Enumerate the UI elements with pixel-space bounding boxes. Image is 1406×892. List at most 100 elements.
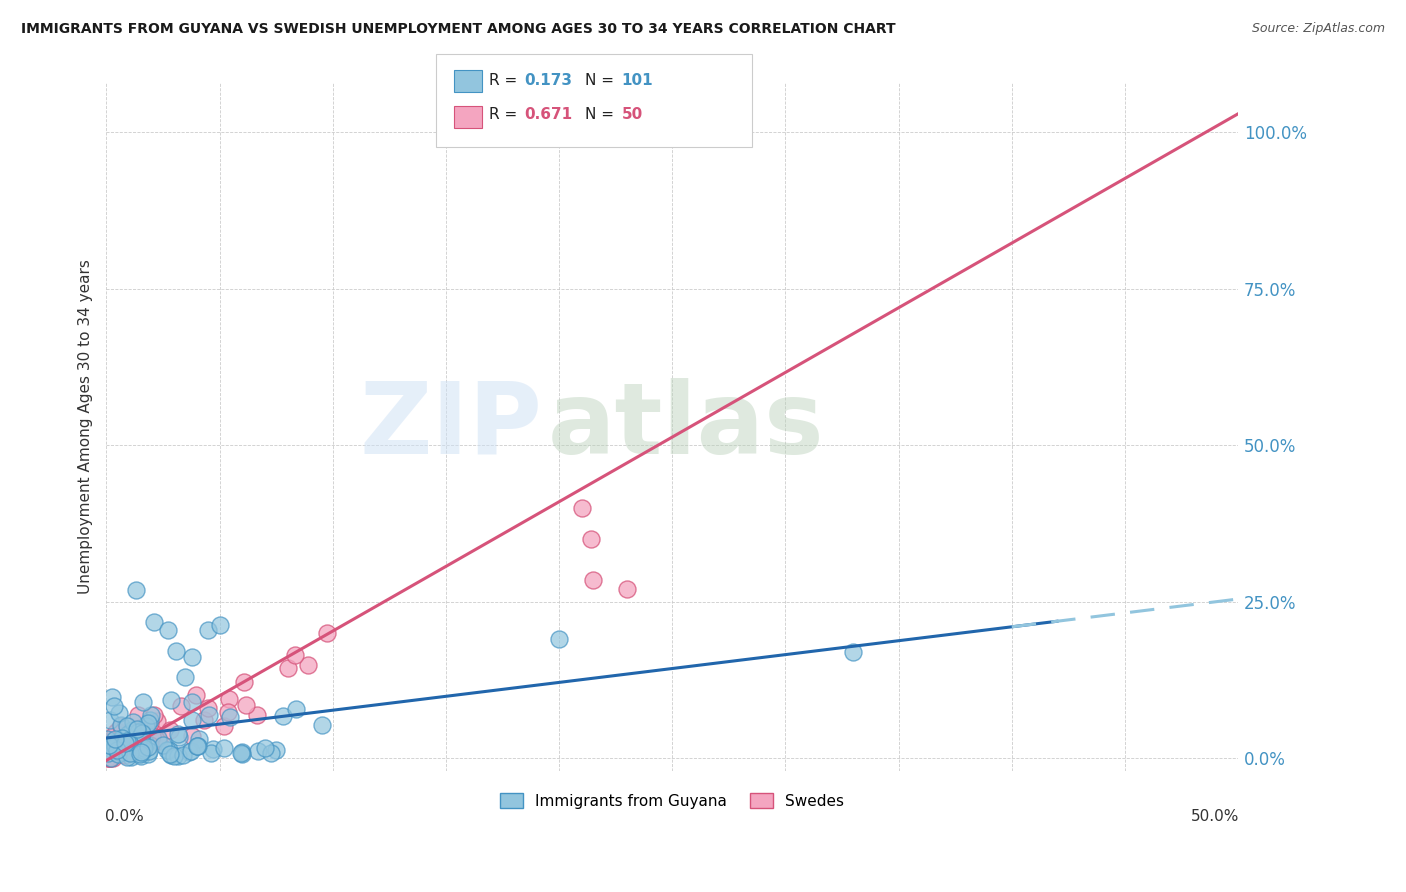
Point <box>316 626 339 640</box>
Point <box>159 723 181 737</box>
Point <box>127 724 149 739</box>
Point <box>135 719 157 733</box>
Point <box>146 714 169 728</box>
Text: 0.0%: 0.0% <box>105 808 143 823</box>
Point <box>101 751 124 765</box>
Point <box>186 739 208 754</box>
Point <box>277 661 299 675</box>
Point <box>114 736 136 750</box>
Point <box>132 740 155 755</box>
Point <box>117 727 139 741</box>
Point <box>167 730 190 744</box>
Point <box>167 727 190 741</box>
Text: ZIP: ZIP <box>360 378 543 475</box>
Point <box>184 688 207 702</box>
Point <box>285 702 308 716</box>
Text: 50: 50 <box>621 107 643 121</box>
Point <box>581 532 603 546</box>
Point <box>103 741 125 756</box>
Point <box>172 747 194 762</box>
Point <box>235 698 257 713</box>
Point <box>114 733 136 747</box>
Point <box>128 739 150 753</box>
Point <box>138 744 160 758</box>
Point <box>233 675 256 690</box>
Point <box>264 743 287 757</box>
Point <box>152 738 174 752</box>
Point <box>271 708 294 723</box>
Point <box>141 729 163 743</box>
Point <box>297 658 319 673</box>
Point <box>125 727 148 741</box>
Point <box>842 645 865 659</box>
Point <box>107 747 129 762</box>
Point <box>129 721 152 735</box>
Point <box>101 739 124 753</box>
Point <box>246 707 269 722</box>
Point <box>165 644 187 658</box>
Point <box>231 747 253 761</box>
Point <box>198 708 221 723</box>
Point <box>548 632 571 647</box>
Point <box>141 708 163 723</box>
Y-axis label: Unemployment Among Ages 30 to 34 years: Unemployment Among Ages 30 to 34 years <box>79 259 93 594</box>
Text: atlas: atlas <box>548 378 824 475</box>
Point <box>129 727 152 741</box>
Point <box>103 699 125 714</box>
Point <box>143 615 166 630</box>
Point <box>103 734 125 748</box>
Point <box>197 623 219 637</box>
Point <box>138 747 160 761</box>
Point <box>129 747 152 761</box>
Point <box>138 715 160 730</box>
Point <box>114 748 136 763</box>
Point <box>169 698 191 713</box>
Point <box>97 738 120 752</box>
Point <box>156 742 179 756</box>
Point <box>121 723 143 738</box>
Point <box>218 691 240 706</box>
Point <box>111 735 134 749</box>
Point <box>125 740 148 755</box>
Point <box>122 731 145 745</box>
Point <box>125 583 148 598</box>
Point <box>131 726 153 740</box>
Point <box>186 739 208 753</box>
Point <box>159 748 181 763</box>
Point <box>129 723 152 737</box>
Point <box>96 751 118 765</box>
Point <box>104 739 127 754</box>
Point <box>101 690 124 705</box>
Text: N =: N = <box>585 107 619 121</box>
Point <box>229 747 252 761</box>
Point <box>105 743 128 757</box>
Point <box>129 749 152 764</box>
Point <box>98 751 121 765</box>
Point <box>253 741 276 756</box>
Point <box>136 739 159 754</box>
Text: 101: 101 <box>621 73 652 87</box>
Point <box>174 670 197 684</box>
Point <box>139 713 162 727</box>
Point <box>127 707 149 722</box>
Legend: Immigrants from Guyana, Swedes: Immigrants from Guyana, Swedes <box>494 787 851 814</box>
Point <box>200 746 222 760</box>
Point <box>181 650 204 665</box>
Point <box>148 731 170 746</box>
Point <box>311 717 333 731</box>
Point <box>181 729 204 743</box>
Point <box>103 734 125 748</box>
Point <box>131 743 153 757</box>
Point <box>104 731 127 746</box>
Point <box>131 745 153 759</box>
Point <box>157 742 180 756</box>
Point <box>111 731 134 745</box>
Point <box>107 744 129 758</box>
Point <box>120 749 142 764</box>
Point <box>167 749 190 764</box>
Point <box>120 746 142 760</box>
Point <box>138 715 160 730</box>
Point <box>100 741 122 756</box>
Point <box>163 749 186 764</box>
Point <box>187 739 209 753</box>
